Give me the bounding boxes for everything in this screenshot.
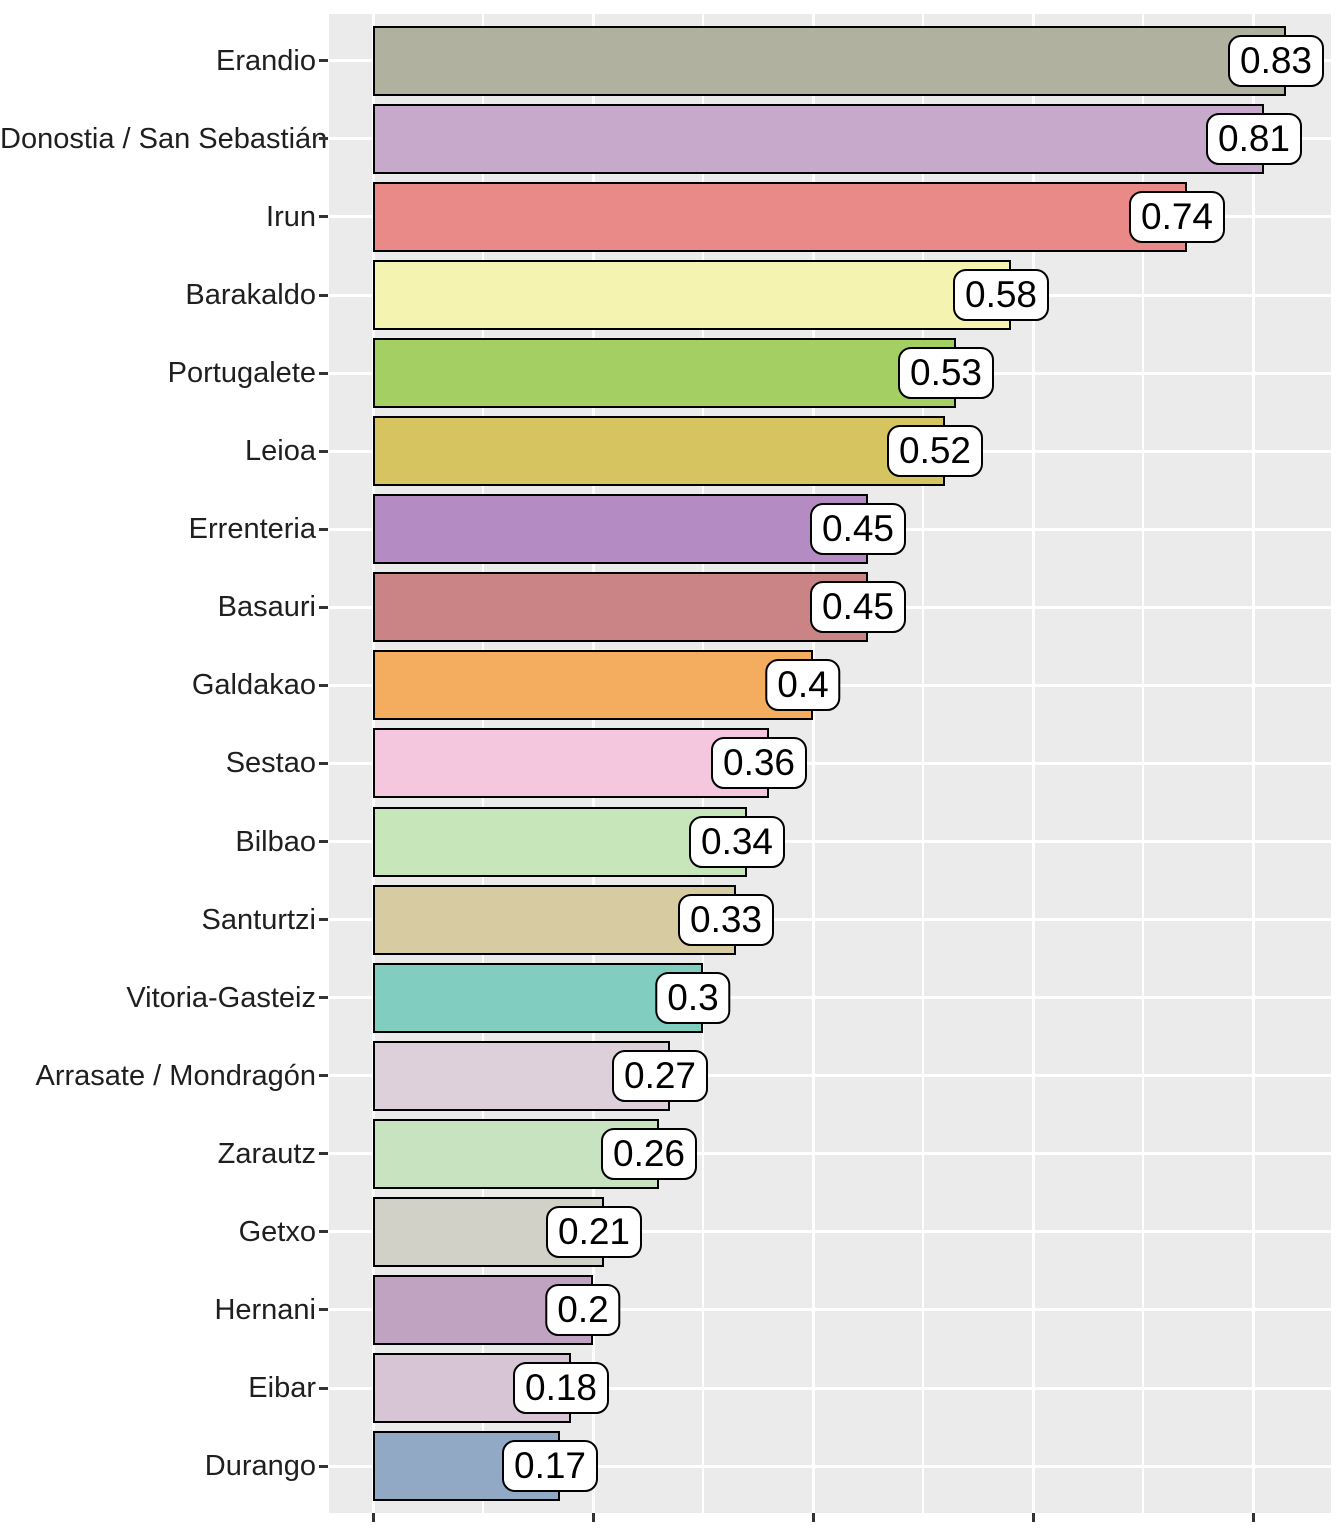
bar-basauri [373, 572, 868, 643]
value-label-basauri: 0.45 [809, 581, 907, 634]
value-label-zarautz: 0.26 [600, 1127, 698, 1180]
y-axis-label-galdakao: Galdakao [191, 669, 316, 702]
value-label-galdakao: 0.4 [765, 659, 841, 712]
bar-erandio [373, 25, 1286, 96]
value-label-erandio: 0.83 [1227, 34, 1325, 87]
y-axis-label-sestao: Sestao [225, 747, 316, 780]
y-axis-tick [319, 449, 328, 453]
y-axis-tick [319, 1308, 328, 1312]
y-axis-label-barakaldo: Barakaldo [185, 279, 316, 312]
value-label-leioa: 0.52 [886, 425, 984, 478]
y-axis-label-durango: Durango [204, 1450, 316, 1483]
bar-donostia-san-sebasti-n [373, 103, 1264, 174]
y-axis-label-santurtzi: Santurtzi [201, 903, 316, 936]
plot-panel: 0.83 0.81 0.74 0.58 0.53 0.52 0.45 0.45 0.4 0.36 0… [329, 14, 1331, 1513]
y-axis-tick [319, 683, 328, 687]
y-axis-label-hernani: Hernani [214, 1293, 316, 1326]
y-axis-tick [319, 293, 328, 297]
gridline-y-major [329, 1386, 1331, 1390]
gridline-y-major [329, 761, 1331, 765]
y-axis-tick [319, 1464, 328, 1468]
y-axis-label-errenteria: Errenteria [188, 513, 316, 546]
value-label-donostia-san-sebasti-n: 0.81 [1205, 112, 1303, 165]
bar-leioa [373, 416, 945, 487]
y-axis-tick [319, 1152, 328, 1156]
value-label-bilbao: 0.34 [688, 815, 786, 868]
x-axis-tick [371, 1513, 375, 1522]
gridline-y-major [329, 1308, 1331, 1312]
y-axis-label-donostia-san-sebasti-n: Donostia / San Sebastián [0, 122, 328, 155]
gridline-y-major [329, 996, 1331, 1000]
bar-portugalete [373, 338, 956, 409]
x-axis-tick [1251, 1513, 1255, 1522]
y-axis-label-vitoria-gasteiz: Vitoria-Gasteiz [126, 981, 316, 1014]
y-axis-tick [319, 761, 328, 765]
x-axis-tick [1031, 1513, 1035, 1522]
x-axis-tick [591, 1513, 595, 1522]
value-label-sestao: 0.36 [710, 737, 808, 790]
value-label-arrasate-mondrag-n: 0.27 [611, 1049, 709, 1102]
gridline-y-major [329, 918, 1331, 922]
y-axis-tick [319, 137, 328, 141]
y-axis-label-erandio: Erandio [216, 44, 316, 77]
bar-barakaldo [373, 260, 1011, 331]
value-label-santurtzi: 0.33 [677, 893, 775, 946]
bar-sestao [373, 728, 769, 799]
value-label-eibar: 0.18 [512, 1362, 610, 1415]
value-label-errenteria: 0.45 [809, 503, 907, 556]
y-axis-label-portugalete: Portugalete [167, 357, 316, 390]
y-axis-tick [319, 996, 328, 1000]
gridline-y-major [329, 1464, 1331, 1468]
value-label-barakaldo: 0.58 [952, 269, 1050, 322]
y-axis-tick [319, 605, 328, 609]
value-label-hernani: 0.2 [545, 1283, 621, 1336]
bar-errenteria [373, 494, 868, 565]
bar-vitoria-gasteiz [373, 962, 703, 1033]
y-axis-label-getxo: Getxo [238, 1215, 316, 1248]
y-axis-tick [319, 215, 328, 219]
y-axis-tick [319, 371, 328, 375]
gridline-y-major [329, 840, 1331, 844]
y-axis-label-arrasate-mondrag-n: Arrasate / Mondragón [35, 1059, 316, 1092]
y-axis-tick [319, 918, 328, 922]
y-axis-tick [319, 1074, 328, 1078]
gridline-y-major [329, 1074, 1331, 1078]
y-axis-tick [319, 527, 328, 531]
y-axis-label-irun: Irun [266, 200, 316, 233]
bar-irun [373, 181, 1187, 252]
y-axis-tick [319, 59, 328, 63]
value-label-vitoria-gasteiz: 0.3 [655, 971, 731, 1024]
gridline-y-major [329, 1230, 1331, 1234]
bar-galdakao [373, 650, 813, 721]
y-axis-label-eibar: Eibar [248, 1372, 316, 1405]
y-axis-tick [319, 1386, 328, 1390]
value-label-getxo: 0.21 [545, 1205, 643, 1258]
bar-santurtzi [373, 884, 736, 955]
value-label-durango: 0.17 [501, 1440, 599, 1493]
gridline-y-major [329, 1152, 1331, 1156]
y-axis-label-zarautz: Zarautz [217, 1137, 316, 1170]
bar-bilbao [373, 806, 747, 877]
y-axis-label-leioa: Leioa [245, 435, 316, 468]
value-label-portugalete: 0.53 [897, 347, 995, 400]
y-axis-tick [319, 840, 328, 844]
y-axis-label-bilbao: Bilbao [235, 825, 316, 858]
y-axis-tick [319, 1230, 328, 1234]
y-axis-label-basauri: Basauri [217, 591, 316, 624]
value-label-irun: 0.74 [1128, 190, 1226, 243]
x-axis-tick [811, 1513, 815, 1522]
